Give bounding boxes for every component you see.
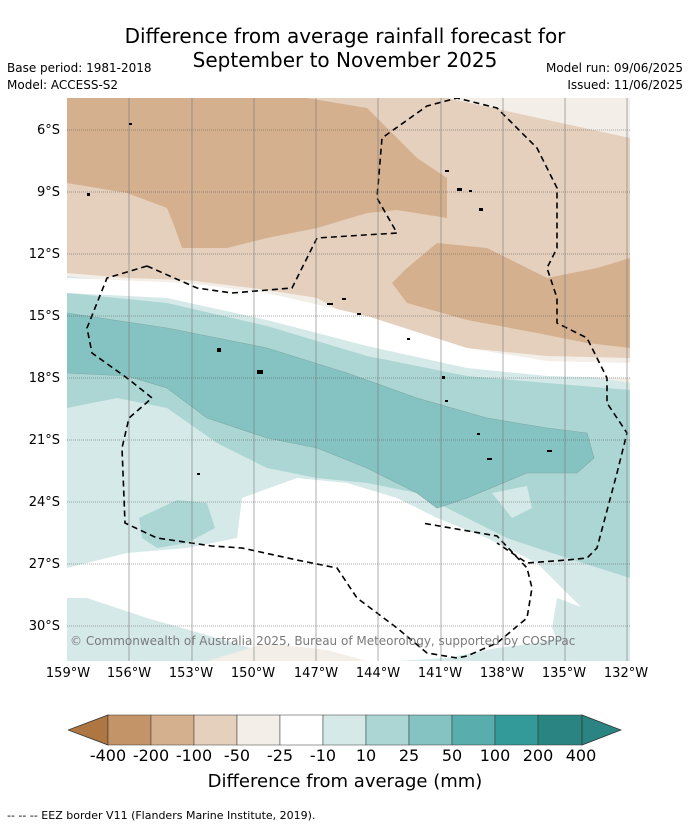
colorbar-label: 400 (565, 746, 597, 765)
colorbar-swatch-6 (322, 714, 367, 746)
colorbar-label: -25 (266, 746, 294, 765)
colorbar-label: 50 (441, 746, 463, 765)
colorbar-swatch-4 (236, 714, 281, 746)
lon-tick-144w: 144°W (355, 666, 401, 681)
colorbar-label: 100 (479, 746, 511, 765)
colorbar-label: -400 (89, 746, 127, 765)
colorbar-swatch-11 (537, 714, 583, 746)
colorbar-label: 200 (522, 746, 554, 765)
lat-tick-12s: 12°S (28, 247, 60, 262)
map-credit: © Commonwealth of Australia 2025, Bureau… (70, 634, 576, 648)
lat-tick-6s: 6°S (36, 123, 60, 138)
lat-tick-30s: 30°S (28, 619, 60, 634)
lat-tick-18s: 18°S (28, 371, 60, 386)
lon-tick-147w: 147°W (293, 666, 339, 681)
colorbar-swatch-10 (494, 714, 539, 746)
model-label: Model: ACCESS-S2 (7, 78, 119, 92)
colorbar-title: Difference from average (mm) (207, 771, 483, 792)
colorbar-swatch-1 (107, 714, 152, 746)
colorbar-swatch-5 (279, 714, 324, 746)
colorbar-extend-dry (68, 714, 109, 746)
lat-tick-9s: 9°S (36, 185, 60, 200)
colorbar-label: 25 (398, 746, 420, 765)
colorbar (68, 714, 622, 746)
lon-tick-150w: 150°W (230, 666, 276, 681)
map-title-line2: September to November 2025 (192, 48, 498, 72)
colorbar-label: -10 (309, 746, 337, 765)
base-period-label: Base period: 1981-2018 (7, 61, 152, 75)
colorbar-label: -50 (223, 746, 251, 765)
rainfall-map (67, 98, 630, 661)
model-run-label: Model run: 09/06/2025 (545, 61, 683, 75)
lon-tick-159w: 159°W (45, 666, 91, 681)
lon-tick-132w: 132°W (603, 666, 649, 681)
lon-tick-141w: 141°W (417, 666, 463, 681)
colorbar-label: -200 (132, 746, 170, 765)
lat-tick-15s: 15°S (28, 309, 60, 324)
map-title-line1: Difference from average rainfall forecas… (124, 24, 566, 48)
colorbar-swatch-9 (451, 714, 496, 746)
lat-tick-27s: 27°S (28, 557, 60, 572)
lat-tick-24s: 24°S (28, 495, 60, 510)
lon-tick-156w: 156°W (106, 666, 152, 681)
lon-tick-138w: 138°W (479, 666, 525, 681)
issued-label: Issued: 11/06/2025 (567, 78, 683, 92)
colorbar-label: -100 (175, 746, 213, 765)
colorbar-swatch-3 (193, 714, 238, 746)
lon-tick-135w: 135°W (541, 666, 587, 681)
eez-legend-note: -- -- -- EEZ border V11 (Flanders Marine… (7, 809, 316, 822)
colorbar-swatch-8 (408, 714, 453, 746)
colorbar-label: 10 (355, 746, 377, 765)
colorbar-swatch-7 (365, 714, 410, 746)
lon-tick-153w: 153°W (168, 666, 214, 681)
colorbar-swatch-2 (150, 714, 195, 746)
colorbar-extend-wet (581, 714, 622, 746)
lat-tick-21s: 21°S (28, 433, 60, 448)
